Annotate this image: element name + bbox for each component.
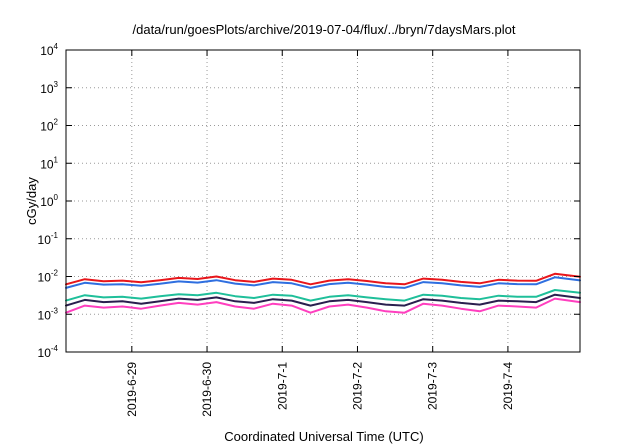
x-tick-label: 2019-6-29 — [125, 362, 139, 417]
y-tick-label: 10-4 — [38, 344, 59, 360]
x-tick-label: 2019-7-4 — [501, 362, 515, 410]
grid-lines — [66, 50, 580, 352]
y-tick-label: 104 — [40, 42, 58, 58]
series-line-5 — [65, 297, 581, 314]
x-tick-label: 2019-6-30 — [200, 362, 214, 417]
y-axis-ticks: 10-4 10-3 10-2 10-1 100 101 102 103 104 — [38, 42, 580, 360]
x-tick-label: 2019-7-2 — [350, 362, 364, 410]
series-line-3 — [65, 289, 581, 302]
x-axis-ticks: 2019-6-29 2019-6-30 2019-7-1 2019-7-2 2019-7… — [125, 50, 515, 417]
y-axis-label: cGy/day — [24, 177, 39, 225]
x-tick-label: 2019-7-3 — [426, 362, 440, 410]
chart-title: /data/run/goesPlots/archive/2019-07-04/f… — [133, 22, 516, 37]
y-tick-label: 10-2 — [38, 269, 59, 285]
y-tick-label: 103 — [40, 80, 58, 96]
y-tick-label: 101 — [40, 155, 58, 171]
data-series — [65, 272, 581, 314]
x-axis-label: Coordinated Universal Time (UTC) — [224, 429, 423, 444]
x-tick-label: 2019-7-1 — [275, 362, 289, 410]
y-tick-label: 10-1 — [38, 231, 59, 247]
series-line-1 — [65, 272, 581, 286]
series-line-4 — [65, 293, 581, 307]
series-line-2 — [65, 276, 581, 289]
y-tick-label: 102 — [40, 118, 58, 134]
y-tick-label: 10-3 — [38, 306, 59, 322]
y-tick-label: 100 — [40, 193, 58, 209]
